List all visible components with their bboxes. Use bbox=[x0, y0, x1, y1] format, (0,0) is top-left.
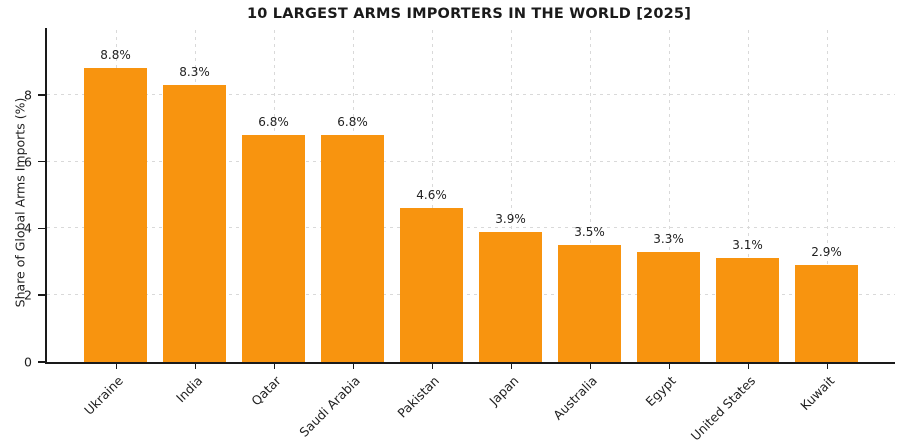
gridline-vertical bbox=[826, 28, 828, 362]
x-tick-label: Ukraine bbox=[81, 373, 127, 418]
y-tick-label: 4 bbox=[24, 220, 32, 236]
y-tick-mark bbox=[38, 294, 45, 296]
y-axis-ticks: 0 2 4 6 8 bbox=[0, 28, 45, 370]
bar-australia bbox=[558, 245, 621, 362]
plot-area: 8.8% Ukraine 8.3% India 6.8% Qatar 6.8% Saudi A… bbox=[45, 28, 895, 443]
gridline-horizontal bbox=[47, 93, 895, 95]
bar-egypt bbox=[637, 251, 700, 362]
x-tick-mark bbox=[826, 364, 828, 369]
gridline-vertical bbox=[747, 28, 749, 362]
gridline-vertical bbox=[510, 28, 512, 362]
y-tick-label: 2 bbox=[24, 287, 32, 303]
bar-pakistan bbox=[400, 208, 463, 362]
bar-saudi-arabia bbox=[321, 134, 384, 362]
bar-slot: 8.8% Ukraine bbox=[81, 28, 147, 418]
y-tick-label: 0 bbox=[24, 354, 32, 370]
bar-slot: 2.9% Kuwait bbox=[795, 28, 858, 413]
bar-slot: 6.8% Saudi Arabia bbox=[296, 28, 384, 440]
bar-japan bbox=[479, 231, 542, 362]
gridline-vertical bbox=[589, 28, 591, 362]
y-tick-label: 6 bbox=[24, 154, 32, 170]
bar-qatar bbox=[242, 134, 305, 362]
x-tick-label: India bbox=[172, 373, 206, 406]
bar-slot: 3.3% Egypt bbox=[637, 28, 700, 409]
x-tick-label: United States bbox=[687, 373, 759, 444]
gridline-vertical bbox=[668, 28, 670, 362]
x-tick-mark bbox=[273, 364, 275, 369]
gridline-vertical bbox=[431, 28, 433, 362]
x-tick-label: Pakistan bbox=[394, 373, 443, 421]
x-tick-mark bbox=[589, 364, 591, 369]
bar-united-states bbox=[716, 258, 779, 362]
gridline-horizontal bbox=[47, 160, 895, 162]
bar-value-label: 3.1% bbox=[732, 238, 763, 253]
bar-slot: 3.1% United States bbox=[688, 28, 779, 443]
bar-kuwait bbox=[795, 265, 858, 362]
bar-slot: 4.6% Pakistan bbox=[394, 28, 463, 421]
y-tick-label: 8 bbox=[24, 87, 32, 103]
bar-value-label: 6.8% bbox=[258, 114, 289, 129]
x-tick-label: Australia bbox=[550, 373, 601, 423]
x-tick-mark bbox=[194, 364, 196, 369]
bar-value-label: 6.8% bbox=[337, 114, 368, 129]
y-tick-mark bbox=[38, 361, 45, 363]
bar-value-label: 3.5% bbox=[574, 225, 605, 240]
bar-value-label: 8.8% bbox=[100, 48, 131, 63]
y-tick-mark bbox=[38, 94, 45, 96]
x-tick-mark bbox=[668, 364, 670, 369]
x-tick-label: Japan bbox=[485, 373, 522, 409]
bar-value-label: 3.9% bbox=[495, 211, 526, 226]
bar-value-label: 8.3% bbox=[179, 64, 210, 79]
x-tick-mark bbox=[431, 364, 433, 369]
x-tick-mark bbox=[747, 364, 749, 369]
x-tick-mark bbox=[352, 364, 354, 369]
bar-slot: 6.8% Qatar bbox=[242, 28, 305, 408]
y-tick-mark bbox=[38, 160, 45, 163]
chart-title: 10 LARGEST ARMS IMPORTERS IN THE WORLD [… bbox=[246, 6, 692, 22]
bar-value-label: 2.9% bbox=[811, 245, 842, 260]
bar-value-label: 3.3% bbox=[653, 231, 684, 246]
gridline-horizontal bbox=[47, 294, 895, 296]
bar-slot: 3.9% Japan bbox=[479, 28, 542, 408]
bar-ukraine bbox=[84, 68, 147, 362]
x-tick-label: Egypt bbox=[642, 373, 680, 410]
x-tick-label: Qatar bbox=[248, 373, 285, 409]
x-tick-label: Saudi Arabia bbox=[296, 373, 364, 440]
x-tick-label: Kuwait bbox=[796, 373, 838, 414]
bar-value-label: 4.6% bbox=[416, 188, 447, 203]
y-tick-mark bbox=[38, 227, 45, 230]
bar-india bbox=[163, 84, 226, 362]
bar-slot: 8.3% India bbox=[163, 28, 226, 405]
gridline-horizontal bbox=[47, 227, 895, 229]
x-tick-mark bbox=[510, 364, 512, 369]
bar-slot: 3.5% Australia bbox=[550, 28, 621, 423]
x-tick-mark bbox=[115, 364, 117, 369]
